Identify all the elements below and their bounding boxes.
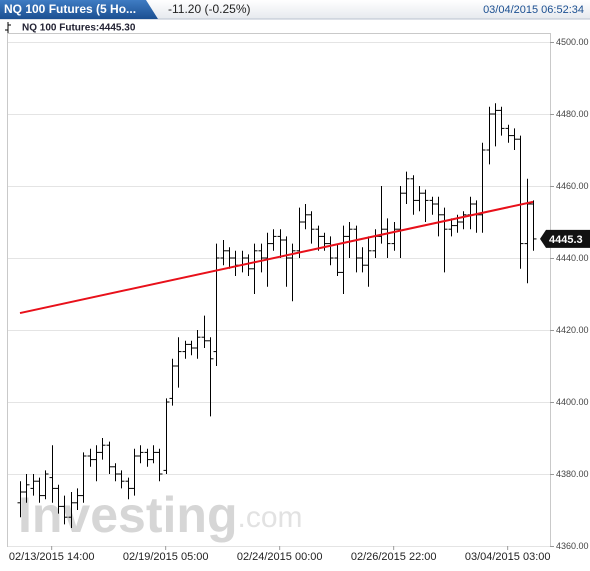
x-tick-label: 02/19/2015 05:00 (123, 551, 209, 563)
trend-line (20, 202, 533, 313)
legend-label[interactable]: NQ 100 Futures:4445.30 (22, 23, 136, 34)
x-tick-label: 02/26/2015 22:00 (351, 551, 437, 563)
y-tick-label: 4440.00 (556, 253, 589, 263)
watermark-brand: Investing (18, 487, 237, 543)
marks: 4445.3 (18, 103, 590, 528)
x-tick-label: 02/13/2015 14:00 (9, 551, 95, 563)
y-tick-label: 4460.00 (556, 181, 589, 191)
timestamp: 03/04/2015 06:52:34 (483, 4, 584, 16)
y-tick-label: 4400.00 (556, 397, 589, 407)
watermark: Investing.com (18, 487, 303, 543)
price-change: -11.20 (-0.25%) (168, 2, 250, 16)
x-tick-label: 02/24/2015 00:00 (237, 551, 323, 563)
chart-title: NQ 100 Futures (5 Ho... (4, 2, 136, 16)
plot-frame (8, 34, 551, 547)
y-tick-label: 4420.00 (556, 325, 589, 335)
y-tick-label: 4360.00 (556, 541, 589, 551)
y-tick-label: 4480.00 (556, 109, 589, 119)
last-price-label: 4445.3 (549, 234, 583, 246)
x-tick-label: 03/04/2015 03:00 (465, 551, 551, 563)
y-tick-label: 4380.00 (556, 469, 589, 479)
watermark-suffix: .com (237, 501, 302, 534)
y-tick-label: 4500.00 (556, 37, 589, 47)
